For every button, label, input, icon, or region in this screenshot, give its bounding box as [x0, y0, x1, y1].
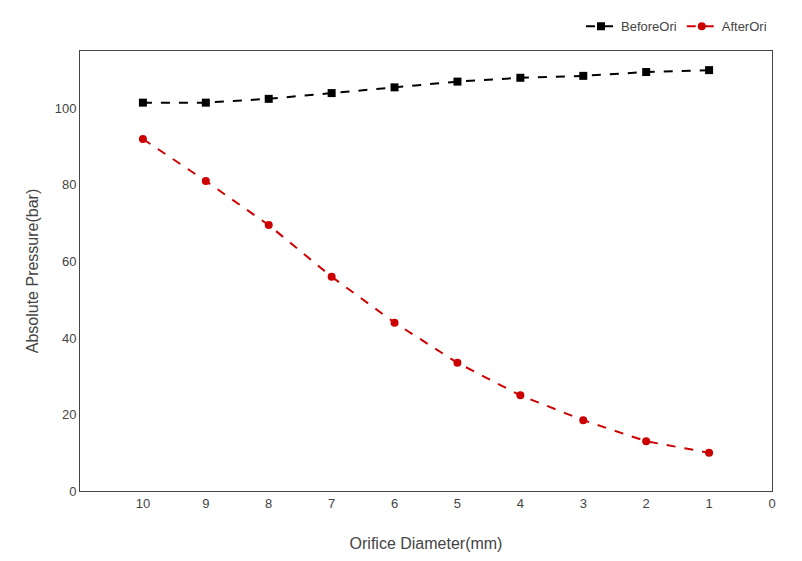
svg-text:AfterOri: AfterOri [722, 19, 767, 34]
svg-text:Absolute Pressure(bar): Absolute Pressure(bar) [24, 189, 41, 354]
svg-text:7: 7 [328, 496, 335, 511]
svg-text:9: 9 [202, 496, 209, 511]
svg-text:1: 1 [705, 496, 712, 511]
svg-text:40: 40 [62, 331, 76, 346]
svg-text:BeforeOri: BeforeOri [621, 19, 677, 34]
svg-text:Orifice Diameter(mm): Orifice Diameter(mm) [350, 535, 503, 552]
svg-text:80: 80 [62, 177, 76, 192]
svg-text:60: 60 [62, 254, 76, 269]
svg-text:8: 8 [265, 496, 272, 511]
svg-text:10: 10 [136, 496, 150, 511]
svg-text:0: 0 [69, 484, 76, 499]
svg-text:100: 100 [55, 101, 77, 116]
svg-text:2: 2 [643, 496, 650, 511]
svg-text:0: 0 [768, 496, 775, 511]
svg-text:20: 20 [62, 407, 76, 422]
svg-text:6: 6 [391, 496, 398, 511]
svg-text:5: 5 [454, 496, 461, 511]
svg-text:4: 4 [517, 496, 524, 511]
svg-text:3: 3 [580, 496, 587, 511]
